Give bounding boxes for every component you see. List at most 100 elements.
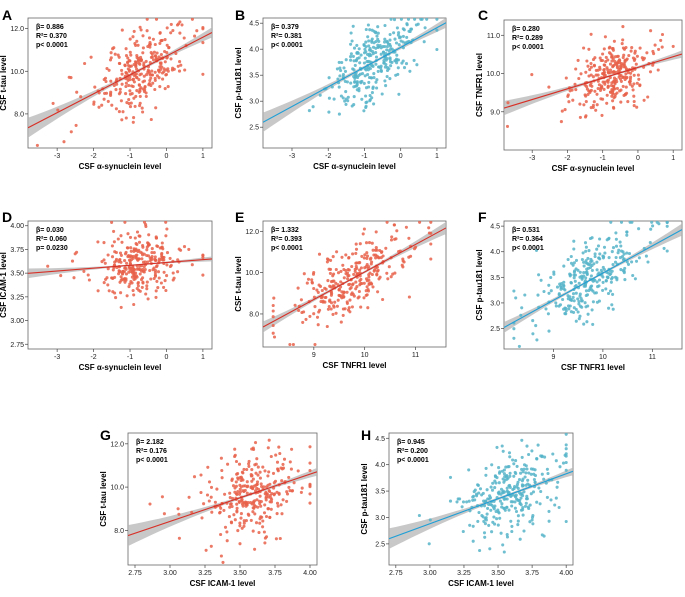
data-point	[119, 291, 123, 295]
stat-beta: β= 0.280	[512, 26, 540, 33]
data-point	[564, 443, 568, 447]
y-axis-title: CSF TNFR1 level	[475, 53, 484, 117]
data-point	[500, 444, 504, 448]
data-point	[397, 43, 401, 47]
x-axis-title: CSF α-synuclein level	[79, 363, 162, 372]
data-point	[618, 64, 623, 68]
data-point	[261, 525, 265, 529]
regression-line	[128, 471, 317, 537]
data-point	[611, 105, 616, 109]
data-point	[612, 96, 616, 100]
y-axis-title: CSF p-tau181 level	[475, 249, 484, 320]
data-point	[205, 493, 210, 497]
data-point	[578, 270, 582, 274]
data-point	[153, 42, 157, 47]
data-point	[160, 65, 164, 69]
data-point	[354, 242, 358, 246]
data-point	[337, 288, 341, 292]
data-point	[510, 524, 514, 528]
data-point	[177, 512, 181, 516]
data-point	[242, 521, 246, 525]
data-point	[608, 289, 613, 293]
data-point	[474, 492, 479, 496]
data-point	[384, 246, 388, 250]
data-point	[615, 276, 619, 280]
data-point	[482, 531, 487, 535]
data-point	[159, 52, 163, 57]
data-point	[141, 280, 145, 284]
x-tick-label: 3.25	[198, 570, 212, 577]
data-point	[275, 501, 280, 505]
data-point	[638, 84, 642, 88]
data-point	[358, 268, 362, 272]
data-point	[272, 493, 276, 497]
data-point	[586, 312, 590, 316]
data-point	[363, 266, 367, 270]
data-point	[619, 221, 624, 224]
data-point	[150, 69, 154, 73]
data-point	[249, 501, 253, 505]
data-point	[556, 480, 560, 484]
y-tick-label: 3.50	[10, 271, 24, 278]
data-point	[113, 52, 117, 56]
data-point	[355, 43, 359, 47]
data-point	[355, 56, 359, 61]
data-point	[651, 224, 655, 228]
panel-letter: G	[100, 427, 111, 443]
data-point	[522, 529, 526, 533]
x-tick-label: 0	[636, 155, 640, 162]
data-point	[247, 459, 251, 463]
data-point	[597, 271, 601, 275]
data-point	[355, 285, 359, 289]
data-point	[374, 230, 378, 234]
data-point	[124, 81, 128, 85]
data-point	[342, 276, 346, 280]
data-point	[557, 505, 561, 510]
data-point	[385, 48, 389, 52]
data-point	[420, 18, 424, 21]
data-point	[362, 51, 367, 55]
data-point	[363, 253, 367, 257]
data-point	[562, 287, 566, 291]
data-point	[572, 273, 576, 277]
data-point	[621, 75, 625, 80]
data-point	[498, 516, 502, 520]
data-point	[573, 82, 577, 86]
data-point	[105, 276, 109, 280]
data-point	[574, 258, 579, 262]
data-point	[228, 491, 232, 495]
data-point	[533, 473, 538, 478]
data-point	[162, 258, 166, 262]
data-point	[531, 490, 536, 494]
data-point	[578, 102, 582, 106]
data-point	[389, 64, 393, 68]
data-point	[348, 298, 352, 302]
data-point	[219, 554, 223, 558]
data-point	[572, 276, 576, 280]
data-point	[369, 76, 373, 80]
data-point	[412, 58, 416, 62]
data-point	[301, 320, 305, 324]
data-point	[494, 481, 498, 485]
data-point	[281, 498, 285, 502]
data-point	[619, 244, 623, 248]
data-point	[46, 264, 50, 268]
data-point	[576, 58, 580, 62]
data-point	[591, 103, 595, 107]
stat-p: p< 0.0001	[512, 245, 544, 252]
data-point	[395, 53, 399, 57]
data-point	[172, 276, 176, 280]
data-point	[219, 532, 223, 537]
data-point	[138, 272, 142, 276]
data-point	[347, 268, 351, 272]
y-tick-label: 2.5	[375, 541, 385, 548]
data-point	[147, 36, 152, 40]
data-point	[124, 272, 129, 276]
data-point	[330, 85, 334, 89]
scatter-points	[512, 221, 669, 348]
data-point	[579, 297, 583, 301]
data-point	[251, 477, 255, 481]
y-tick-label: 8.0	[14, 111, 24, 118]
